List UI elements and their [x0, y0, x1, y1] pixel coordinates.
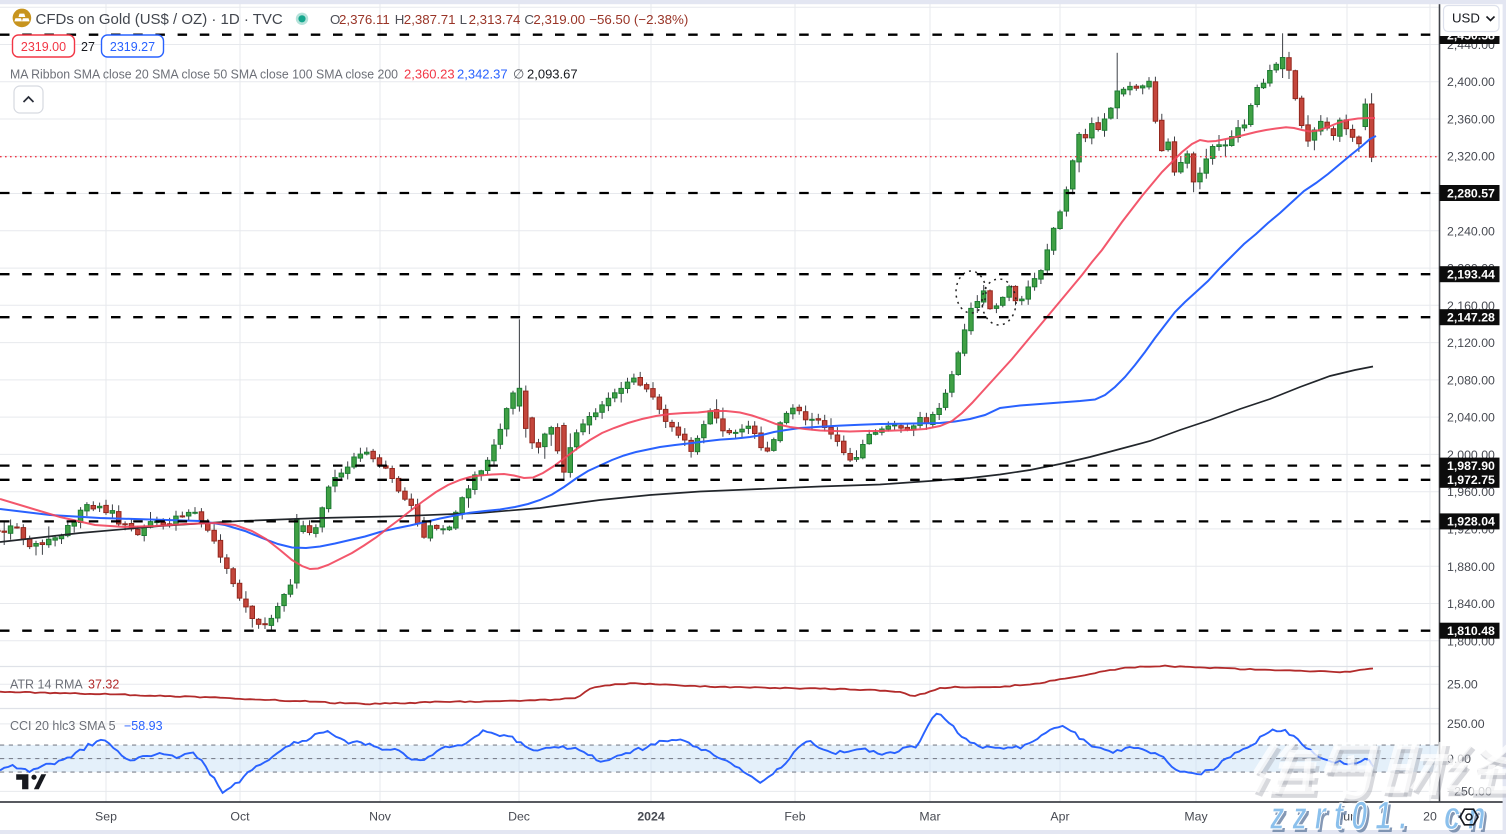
svg-text:2,040.00: 2,040.00 [1447, 411, 1495, 425]
svg-text:CCI 20 hlc3 SMA 5: CCI 20 hlc3 SMA 5 [10, 719, 116, 733]
svg-text:2,342.37: 2,342.37 [457, 67, 508, 82]
svg-text:USD: USD [1452, 11, 1480, 26]
svg-text:−56.50 (−2.38%): −56.50 (−2.38%) [589, 12, 688, 27]
svg-text:1,928.04: 1,928.04 [1447, 515, 1495, 529]
svg-text:2,360.23: 2,360.23 [404, 67, 455, 82]
svg-text:2,320.00: 2,320.00 [1447, 150, 1495, 164]
svg-text:May: May [1184, 810, 1208, 824]
svg-text:Dec: Dec [508, 810, 530, 824]
svg-text:2,376.11: 2,376.11 [339, 12, 390, 27]
svg-text:Mar: Mar [919, 810, 940, 824]
svg-text:27: 27 [81, 40, 95, 54]
svg-text:2024: 2024 [637, 810, 665, 824]
svg-text:2,387.71: 2,387.71 [404, 12, 456, 27]
svg-text:zzrt01.: zzrt01. [1269, 793, 1415, 834]
svg-text:20: 20 [1423, 810, 1437, 824]
svg-text:−58.93: −58.93 [124, 719, 163, 733]
svg-text:L: L [460, 12, 467, 27]
svg-text:2,400.00: 2,400.00 [1447, 75, 1495, 89]
svg-text:37.32: 37.32 [88, 678, 119, 692]
svg-text:2,093.67: 2,093.67 [527, 67, 578, 82]
svg-text:25.00: 25.00 [1447, 678, 1478, 692]
svg-text:2,240.00: 2,240.00 [1447, 224, 1495, 238]
svg-text:1,840.00: 1,840.00 [1447, 597, 1495, 611]
svg-text:2,313.74: 2,313.74 [469, 12, 521, 27]
svg-text:Nov: Nov [369, 810, 392, 824]
svg-text:∅: ∅ [513, 67, 524, 82]
svg-text:2,360.00: 2,360.00 [1447, 113, 1495, 127]
svg-text:CFDs on Gold (US$ / OZ) · 1D ·: CFDs on Gold (US$ / OZ) · 1D · TVC [36, 11, 283, 28]
svg-text:2,120.00: 2,120.00 [1447, 336, 1495, 350]
svg-text:2319.27: 2319.27 [110, 40, 155, 54]
svg-text:Apr: Apr [1050, 810, 1069, 824]
svg-text:Feb: Feb [784, 810, 805, 824]
svg-text:2,193.44: 2,193.44 [1447, 268, 1495, 282]
svg-text:2319.00: 2319.00 [21, 40, 66, 54]
svg-text:2,280.57: 2,280.57 [1447, 186, 1495, 200]
svg-text:1,987.90: 1,987.90 [1447, 459, 1495, 473]
svg-text:Sep: Sep [95, 810, 117, 824]
svg-text:MA Ribbon SMA close 20 SMA clo: MA Ribbon SMA close 20 SMA close 50 SMA … [10, 67, 398, 82]
svg-text:Oct: Oct [230, 810, 250, 824]
svg-text:2,147.28: 2,147.28 [1447, 311, 1495, 325]
svg-text:1,880.00: 1,880.00 [1447, 560, 1495, 574]
svg-text:1,810.48: 1,810.48 [1447, 624, 1495, 638]
svg-text:2,080.00: 2,080.00 [1447, 373, 1495, 387]
svg-text:250.00: 250.00 [1447, 717, 1485, 731]
svg-text:1,972.75: 1,972.75 [1447, 473, 1495, 487]
svg-text:ATR 14 RMA: ATR 14 RMA [10, 678, 83, 692]
svg-text:2,319.00: 2,319.00 [533, 12, 585, 27]
